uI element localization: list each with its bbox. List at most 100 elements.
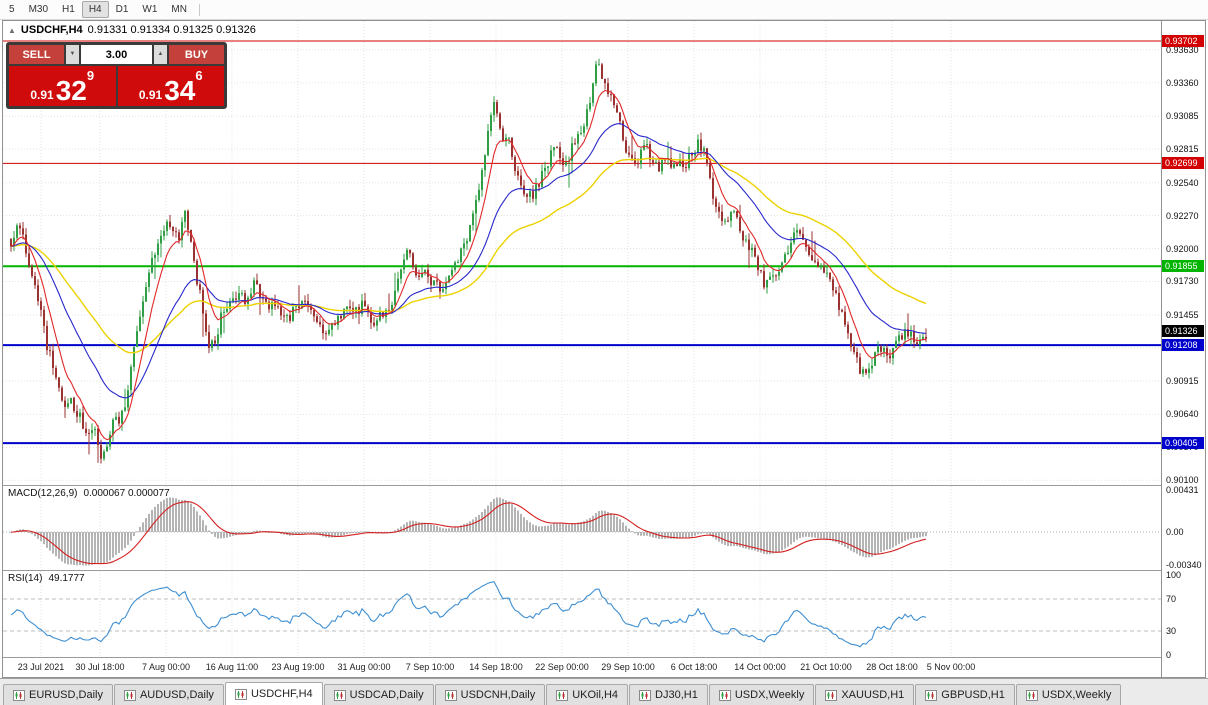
timeframe-button-h4[interactable]: H4 bbox=[81, 1, 109, 18]
price-axis-label: 0.92540 bbox=[1166, 177, 1199, 188]
chart-tab-icon bbox=[825, 689, 838, 701]
time-axis-label: 22 Sep 00:00 bbox=[535, 662, 589, 672]
macd-chart-svg[interactable] bbox=[3, 486, 1161, 570]
time-axis-label: 7 Sep 10:00 bbox=[405, 662, 455, 672]
chart-tab-label: AUDUSD,Daily bbox=[139, 689, 214, 701]
chart-tab-label: USDCHF,H4 bbox=[250, 688, 313, 700]
chart-tab-usdx-weekly[interactable]: USDX,Weekly bbox=[708, 684, 815, 705]
chart-title: ▲ USDCHF,H4 0.91331 0.91334 0.91325 0.91… bbox=[8, 24, 256, 36]
buy-price-big: 34 bbox=[164, 75, 196, 106]
chart-tab-usdchf-h4[interactable]: USDCHF,H4 bbox=[224, 682, 323, 705]
one-click-collapse-icon[interactable]: ▲ bbox=[8, 25, 16, 35]
chart-tab-label: GBPUSD,H1 bbox=[941, 689, 1005, 701]
chart-tab-label: UKOil,H4 bbox=[572, 689, 619, 701]
price-axis-label: 0.91730 bbox=[1166, 276, 1199, 287]
timeframe-button-m30[interactable]: M30 bbox=[28, 4, 49, 15]
volume-decrease-icon[interactable]: ▼ bbox=[66, 45, 79, 64]
buy-price-display[interactable]: 0.91 34 6 bbox=[117, 66, 224, 106]
chart-tab-icon bbox=[444, 689, 457, 701]
chart-tab-eurusd-daily[interactable]: EURUSD,Daily bbox=[3, 684, 113, 705]
chart-tab-label: USDCNH,Daily bbox=[460, 689, 536, 701]
timeframe-button-d1[interactable]: D1 bbox=[115, 4, 129, 15]
chart-tab-icon bbox=[333, 689, 346, 701]
macd-values: 0.000067 0.000077 bbox=[83, 488, 170, 499]
chart-tab-usdcad-daily[interactable]: USDCAD,Daily bbox=[323, 684, 434, 705]
chart-tab-dj30-h1[interactable]: DJ30,H1 bbox=[629, 684, 708, 705]
chart-window: ▲ USDCHF,H4 0.91331 0.91334 0.91325 0.91… bbox=[2, 20, 1206, 678]
chart-ohlc-values: 0.91331 0.91334 0.91325 0.91326 bbox=[87, 24, 256, 36]
time-axis-label: 16 Aug 11:00 bbox=[205, 662, 259, 672]
chart-tab-label: XAUUSD,H1 bbox=[841, 689, 905, 701]
price-axis-label: 0.90915 bbox=[1166, 375, 1199, 386]
price-chart-svg[interactable] bbox=[3, 21, 1161, 485]
time-axis-label: 14 Oct 00:00 bbox=[734, 662, 786, 672]
rsi-label: RSI(14) 49.1777 bbox=[8, 573, 85, 584]
chart-tab-gbpusd-h1[interactable]: GBPUSD,H1 bbox=[915, 684, 1015, 705]
price-line-label: 0.91855 bbox=[1162, 260, 1204, 273]
chart-tab-icon bbox=[123, 689, 136, 701]
chart-tab-icon bbox=[234, 688, 247, 700]
time-axis-label: 29 Sep 10:00 bbox=[601, 662, 655, 672]
chart-tab-usdcnh-daily[interactable]: USDCNH,Daily bbox=[434, 684, 546, 705]
price-axis-label: 0.93630 bbox=[1166, 44, 1199, 55]
chart-tab-audusd-daily[interactable]: AUDUSD,Daily bbox=[113, 684, 224, 705]
chart-tab-label: DJ30,H1 bbox=[655, 689, 698, 701]
sell-price-sup: 9 bbox=[86, 68, 95, 83]
time-axis-label: 23 Aug 19:00 bbox=[271, 662, 325, 672]
volume-input[interactable] bbox=[81, 45, 152, 64]
buy-button[interactable]: BUY bbox=[169, 45, 224, 64]
chart-tab-xauusd-h1[interactable]: XAUUSD,H1 bbox=[815, 684, 915, 705]
current-price-label: 0.91326 bbox=[1162, 324, 1204, 337]
chart-tab-usdx-weekly[interactable]: USDX,Weekly bbox=[1015, 684, 1122, 705]
buy-price-prefix: 0.91 bbox=[138, 88, 163, 102]
macd-name: MACD(12,26,9) bbox=[8, 488, 78, 499]
chart-tab-icon bbox=[556, 689, 569, 701]
time-axis-label: 23 Jul 2021 bbox=[17, 662, 65, 672]
toolbar-separator bbox=[198, 3, 200, 16]
one-click-trading-panel: SELL ▼ ▲ BUY 0.91 32 9 0.91 34 6 bbox=[6, 42, 227, 109]
chart-tab-icon bbox=[1025, 689, 1038, 701]
rsi-chart-svg[interactable] bbox=[3, 571, 1161, 657]
price-line-label: 0.92699 bbox=[1162, 157, 1204, 170]
price-axis-label: 0.93360 bbox=[1166, 77, 1199, 88]
time-axis-label: 28 Oct 18:00 bbox=[866, 662, 918, 672]
sell-button[interactable]: SELL bbox=[9, 45, 64, 64]
macd-axis-label: 0.00 bbox=[1166, 527, 1184, 537]
timeframe-button-w1[interactable]: W1 bbox=[142, 4, 158, 15]
chart-tab-ukoil-h4[interactable]: UKOil,H4 bbox=[546, 684, 629, 705]
rsi-axis-label: 70 bbox=[1166, 594, 1177, 604]
price-axis-label: 0.92270 bbox=[1166, 210, 1199, 221]
timeframe-toolbar: 5 M30 H1 H4 D1 W1 MN bbox=[0, 0, 1208, 20]
chart-tab-icon bbox=[718, 689, 731, 701]
rsi-axis-label: 0 bbox=[1166, 650, 1172, 660]
price-axis[interactable]: 0.93630 0.93360 0.93085 0.92815 0.92540 0.922… bbox=[1161, 21, 1205, 677]
time-axis-label: 30 Jul 18:00 bbox=[75, 662, 125, 672]
volume-increase-icon[interactable]: ▲ bbox=[154, 45, 167, 64]
chart-tab-label: USDX,Weekly bbox=[1041, 689, 1112, 701]
time-axis[interactable]: 23 Jul 2021 30 Jul 18:00 7 Aug 00:00 16 Aug… bbox=[3, 658, 1161, 678]
rsi-pane: RSI(14) 49.1777 bbox=[3, 571, 1161, 657]
pane-separator[interactable] bbox=[3, 657, 1205, 658]
pane-separator[interactable] bbox=[3, 570, 1205, 571]
chart-tab-label: USDX,Weekly bbox=[734, 689, 805, 701]
chart-tab-icon bbox=[13, 689, 25, 701]
macd-pane: MACD(12,26,9) 0.000067 0.000077 bbox=[3, 486, 1161, 570]
timeframe-button-5[interactable]: 5 bbox=[9, 4, 15, 15]
timeframe-button-h1[interactable]: H1 bbox=[62, 4, 75, 15]
price-axis-label: 0.92000 bbox=[1166, 243, 1199, 254]
rsi-name: RSI(14) bbox=[8, 573, 43, 584]
time-axis-label: 7 Aug 00:00 bbox=[141, 662, 191, 672]
price-axis-label: 0.91455 bbox=[1166, 310, 1199, 321]
sell-price-prefix: 0.91 bbox=[30, 88, 54, 102]
chart-tab-icon bbox=[925, 689, 938, 701]
macd-axis-label: 0.00431 bbox=[1166, 485, 1199, 495]
sell-price-big: 32 bbox=[55, 75, 87, 106]
time-axis-label: 5 Nov 00:00 bbox=[926, 662, 976, 672]
price-axis-label: 0.90100 bbox=[1166, 475, 1199, 486]
chart-tab-label: USDCAD,Daily bbox=[349, 689, 424, 701]
sell-price-display[interactable]: 0.91 32 9 bbox=[9, 66, 116, 106]
chart-tabs-bar: EURUSD,Daily AUDUSD,Daily USDCHF,H4 USDCAD,… bbox=[0, 678, 1208, 705]
pane-separator[interactable] bbox=[3, 485, 1205, 486]
rsi-axis-label: 100 bbox=[1166, 570, 1182, 580]
timeframe-button-mn[interactable]: MN bbox=[171, 4, 187, 15]
